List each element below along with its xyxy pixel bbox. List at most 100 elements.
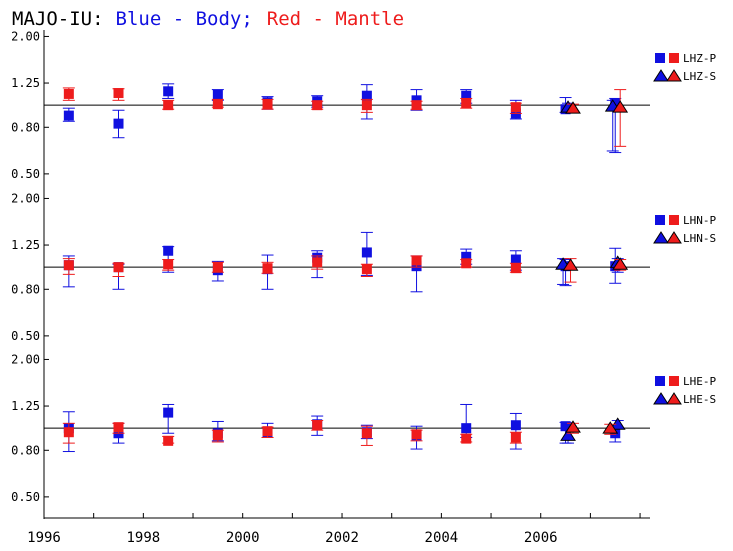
legend-square-mantle bbox=[669, 215, 679, 225]
y-tick-label: 2.00 bbox=[11, 29, 40, 43]
series-lhe-s-mantle bbox=[565, 420, 619, 435]
x-tick-label: 2006 bbox=[524, 530, 558, 546]
data-point-square bbox=[461, 258, 472, 269]
x-axis: 1996 1998 2000 2002 2004 2006 bbox=[27, 513, 650, 546]
data-point-square bbox=[361, 264, 372, 275]
legend: LHE-P LHE-S bbox=[653, 375, 716, 406]
legend-label: LHZ-S bbox=[683, 70, 716, 83]
data-point-square bbox=[510, 102, 521, 113]
data-point-triangle bbox=[562, 258, 579, 271]
x-tick-label: 1998 bbox=[126, 530, 160, 546]
data-point-square bbox=[510, 254, 521, 265]
data-point-square bbox=[212, 262, 223, 273]
y-tick-label: 1.25 bbox=[11, 238, 40, 252]
data-point-square bbox=[361, 247, 372, 258]
data-point-triangle bbox=[612, 100, 629, 113]
data-point-triangle bbox=[560, 428, 576, 441]
series-lhz-p-body bbox=[62, 83, 622, 154]
chart-title-station: MAJO-IU: bbox=[12, 8, 104, 30]
y-tick-label: 0.50 bbox=[11, 167, 40, 181]
data-point-square bbox=[312, 420, 323, 431]
data-point-square bbox=[461, 98, 472, 109]
data-point-square bbox=[411, 429, 422, 440]
data-point-square bbox=[163, 407, 174, 418]
data-point-square bbox=[510, 420, 521, 431]
data-point-square bbox=[163, 435, 174, 446]
data-point-square bbox=[461, 90, 472, 101]
data-point-square bbox=[361, 90, 372, 101]
y-tick-label: 2.00 bbox=[11, 352, 40, 366]
data-point-square bbox=[411, 255, 422, 266]
data-point-square bbox=[461, 251, 472, 262]
legend-square-body bbox=[655, 53, 665, 63]
series-lhz-s-mantle bbox=[565, 89, 629, 147]
data-point-triangle bbox=[602, 421, 619, 434]
data-point-square bbox=[212, 89, 223, 100]
data-point-square bbox=[113, 88, 124, 99]
data-point-square bbox=[312, 257, 323, 268]
y-tick-label: 0.50 bbox=[11, 329, 40, 343]
data-point-square bbox=[461, 433, 472, 444]
y-tick-label: 0.80 bbox=[11, 120, 40, 134]
chart-title-mantle-legend: Red - Mantle bbox=[267, 8, 404, 30]
legend: LHN-P LHN-S bbox=[653, 214, 716, 245]
x-tick-label: 1996 bbox=[27, 530, 61, 546]
legend-triangle-mantle bbox=[666, 69, 682, 82]
data-point-square bbox=[312, 100, 323, 111]
data-point-square bbox=[63, 88, 74, 99]
series-lhz-p-mantle bbox=[62, 87, 522, 114]
y-tick-label: 1.25 bbox=[11, 76, 40, 90]
data-point-square bbox=[560, 421, 571, 432]
chart-title-body-legend: Blue - Body; bbox=[116, 8, 253, 30]
data-point-square bbox=[163, 259, 174, 270]
legend-label: LHN-S bbox=[683, 232, 716, 245]
data-point-square bbox=[361, 100, 372, 111]
legend-square-mantle bbox=[669, 376, 679, 386]
data-point-square bbox=[63, 427, 74, 438]
data-point-square bbox=[361, 428, 372, 439]
series-lhn-p-body bbox=[62, 231, 622, 293]
chart-panels: 2.00 1.25 0.80 0.50 LHZ-P LHZ-S 2.00 1.25 0.80 0.… bbox=[11, 29, 716, 519]
data-point-square bbox=[163, 100, 174, 111]
data-point-triangle bbox=[565, 420, 581, 433]
legend-square-mantle bbox=[669, 53, 679, 63]
data-point-square bbox=[63, 260, 74, 271]
series-lhe-s-body bbox=[560, 417, 626, 444]
data-point-triangle bbox=[565, 101, 581, 114]
legend-triangle-body bbox=[653, 392, 669, 405]
data-point-square bbox=[461, 423, 472, 434]
legend-triangle-body bbox=[653, 231, 669, 244]
data-point-square bbox=[113, 262, 124, 273]
data-point-square bbox=[262, 263, 273, 274]
y-tick-label: 0.50 bbox=[11, 490, 40, 504]
panel-3: 2.00 1.25 0.80 0.50 LHE-P LHE-S bbox=[11, 352, 716, 519]
y-tick-label: 1.25 bbox=[11, 399, 40, 413]
data-point-square bbox=[113, 118, 124, 129]
legend-label: LHZ-P bbox=[683, 52, 716, 65]
legend-triangle-body bbox=[653, 69, 669, 82]
data-point-square bbox=[411, 100, 422, 111]
data-point-square bbox=[163, 86, 174, 97]
data-point-square bbox=[262, 99, 273, 110]
x-tick-label: 2004 bbox=[425, 530, 459, 546]
data-point-square bbox=[510, 263, 521, 274]
data-point-square bbox=[163, 245, 174, 256]
legend-square-body bbox=[655, 376, 665, 386]
data-point-square bbox=[63, 110, 74, 121]
y-tick-label: 2.00 bbox=[11, 191, 40, 205]
legend-triangle-mantle bbox=[666, 231, 682, 244]
panel-2: 2.00 1.25 0.80 0.50 LHN-P LHN-S bbox=[11, 191, 716, 358]
y-tick-label: 0.80 bbox=[11, 282, 40, 296]
y-tick-label: 0.80 bbox=[11, 443, 40, 457]
legend-square-body bbox=[655, 215, 665, 225]
legend-triangle-mantle bbox=[666, 392, 682, 405]
legend-label: LHE-S bbox=[683, 393, 716, 406]
legend: LHZ-P LHZ-S bbox=[653, 52, 716, 83]
data-point-square bbox=[113, 422, 124, 433]
panel-1: 2.00 1.25 0.80 0.50 LHZ-P LHZ-S bbox=[11, 29, 716, 196]
data-point-square bbox=[212, 430, 223, 441]
data-point-square bbox=[262, 426, 273, 437]
series-lhn-p-mantle bbox=[62, 255, 522, 278]
legend-label: LHN-P bbox=[683, 214, 716, 227]
